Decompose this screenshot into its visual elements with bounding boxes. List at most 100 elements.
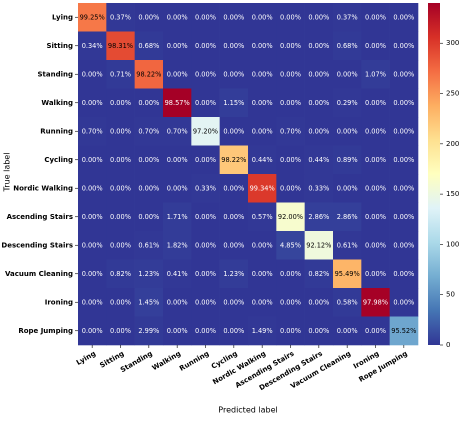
heatmap-cell: [389, 202, 419, 232]
cell-label: 0.44%: [308, 156, 329, 164]
cell-label: 0.00%: [393, 70, 414, 78]
cell-label: 0.00%: [365, 327, 386, 335]
heatmap-cell: [78, 316, 107, 346]
y-tick-label: Lying: [52, 13, 73, 21]
heatmap-cell: [276, 117, 305, 146]
heatmap-cell: [333, 3, 362, 32]
heatmap-cell: [191, 60, 220, 89]
heatmap-cell: [78, 31, 107, 61]
heatmap-cell: [304, 60, 334, 89]
heatmap-cell: [304, 31, 334, 61]
cell-label: 2.99%: [138, 327, 159, 335]
cell-label: 0.00%: [337, 70, 358, 78]
cell-label: 0.00%: [195, 156, 216, 164]
y-tick-label: Standing: [38, 70, 74, 78]
cell-label: 95.49%: [335, 270, 360, 278]
heatmap-cell: [191, 174, 220, 203]
y-tick-label: Running: [40, 127, 73, 135]
heatmap-cell: [276, 231, 305, 260]
cell-label: 95.52%: [391, 327, 416, 335]
cell-label: 0.00%: [280, 327, 301, 335]
heatmap-cell: [361, 88, 390, 118]
cell-label: 1.49%: [252, 327, 273, 335]
cell-label: 0.00%: [393, 42, 414, 50]
heatmap-cell: [333, 60, 362, 89]
cell-label: 0.00%: [280, 270, 301, 278]
cell-label: 0.00%: [110, 298, 131, 306]
heatmap-cell: [134, 202, 164, 232]
heatmap-cell: [106, 202, 135, 232]
cell-label: 2.86%: [308, 213, 329, 221]
heatmap-cell: [361, 117, 390, 146]
heatmap-cell: [163, 259, 192, 289]
heatmap-cell: [78, 88, 107, 118]
cell-label: 0.00%: [393, 213, 414, 221]
heatmap-cell: [219, 202, 249, 232]
cell-label: 92.12%: [306, 241, 331, 249]
heatmap-cell: [219, 88, 249, 118]
heatmap-cell: [304, 202, 334, 232]
cell-label: 0.00%: [223, 70, 244, 78]
heatmap-cell: [333, 88, 362, 118]
heatmap-cell: [78, 3, 107, 32]
heatmap-cell: [248, 3, 277, 32]
heatmap-cell: [276, 259, 305, 289]
cell-label: 98.22%: [136, 70, 161, 78]
cell-label: 0.00%: [223, 127, 244, 135]
heatmap-cell: [248, 174, 277, 203]
heatmap-cell: [219, 316, 249, 346]
heatmap-cell: [248, 145, 277, 175]
cell-label: 0.00%: [223, 184, 244, 192]
heatmap-cell: [134, 288, 164, 317]
cell-label: 0.71%: [110, 70, 131, 78]
cell-label: 0.68%: [138, 42, 159, 50]
colorbar-tick-label: 300: [446, 39, 459, 47]
cell-label: 0.58%: [337, 298, 358, 306]
heatmap-cell: [389, 231, 419, 260]
heatmap-cell: [191, 231, 220, 260]
cell-label: 0.00%: [280, 13, 301, 21]
heatmap-cell: [163, 174, 192, 203]
cell-label: 97.98%: [363, 298, 388, 306]
cell-label: 0.00%: [82, 298, 103, 306]
heatmap-cell: [304, 117, 334, 146]
cell-label: 0.00%: [167, 184, 188, 192]
cell-label: 0.00%: [110, 99, 131, 107]
colorbar-tick-label: 150: [446, 190, 459, 198]
cell-label: 0.00%: [365, 213, 386, 221]
heatmap-cell: [333, 117, 362, 146]
cell-label: 0.82%: [110, 270, 131, 278]
heatmap-cell: [333, 202, 362, 232]
cell-label: 0.00%: [110, 156, 131, 164]
heatmap-cell: [361, 145, 390, 175]
heatmap-cell: [191, 259, 220, 289]
cell-label: 0.00%: [167, 298, 188, 306]
cell-label: 0.00%: [252, 13, 273, 21]
cell-label: 0.82%: [308, 270, 329, 278]
heatmap-cell: [304, 259, 334, 289]
cell-label: 0.00%: [82, 156, 103, 164]
cell-label: 0.70%: [167, 127, 188, 135]
heatmap-cell: [276, 174, 305, 203]
cell-label: 0.00%: [280, 298, 301, 306]
heatmap-cell: [361, 316, 390, 346]
heatmap-cell: [219, 3, 249, 32]
heatmap-cell: [78, 60, 107, 89]
heatmap-cell: [163, 231, 192, 260]
cell-label: 0.00%: [223, 327, 244, 335]
heatmap-cell: [78, 202, 107, 232]
cell-label: 98.57%: [165, 99, 190, 107]
colorbar-tick-label: 0: [446, 341, 450, 349]
heatmap-cell: [78, 259, 107, 289]
heatmap-cell: [219, 174, 249, 203]
cell-label: 0.00%: [280, 70, 301, 78]
heatmap-cell: [134, 31, 164, 61]
heatmap-cell: [276, 288, 305, 317]
heatmap-cell: [304, 288, 334, 317]
heatmap-cell: [389, 174, 419, 203]
heatmap-cell: [106, 231, 135, 260]
heatmap-cell: [134, 117, 164, 146]
heatmap-cell: [304, 231, 334, 260]
cell-label: 0.33%: [308, 184, 329, 192]
heatmap-cell: [276, 88, 305, 118]
